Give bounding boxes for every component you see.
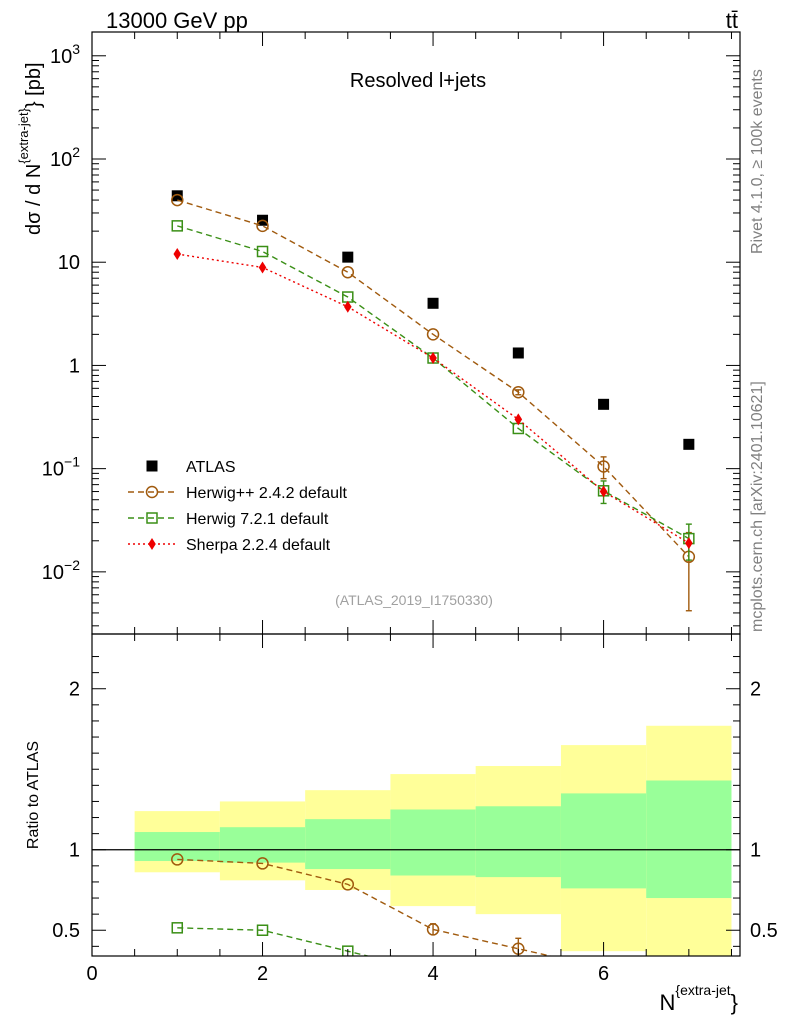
legend-label: Herwig++ 2.4.2 default bbox=[186, 485, 348, 502]
legend: ATLAS Herwig++ 2.4.2 default Herwig 7.2.1 … bbox=[128, 459, 348, 554]
data-point bbox=[597, 460, 610, 473]
ratio-series-herwig-2-4-2-default bbox=[171, 853, 553, 956]
ratio-y-tick-label-right: 2 bbox=[750, 679, 761, 701]
data-point bbox=[512, 347, 524, 359]
ratio-x-tick-label: 4 bbox=[427, 963, 438, 985]
ratio-y-tick-label: 0.5 bbox=[52, 920, 80, 942]
x-axis-label: N{extra-jet} bbox=[660, 982, 739, 1015]
data-point bbox=[342, 251, 354, 263]
legend-entry: Sherpa 2.2.4 default bbox=[128, 537, 331, 554]
energy-label: 13000 GeV pp bbox=[106, 8, 248, 33]
ratio-point bbox=[256, 857, 269, 870]
ratio-point bbox=[342, 945, 354, 956]
data-point bbox=[258, 261, 267, 274]
legend-marker bbox=[146, 460, 158, 472]
data-point bbox=[256, 245, 269, 258]
data-point bbox=[426, 328, 440, 341]
data-point bbox=[343, 300, 352, 313]
band-inner bbox=[219, 827, 306, 863]
main-y-tick-label: 10−2 bbox=[42, 557, 80, 584]
ratio-x-tick-label: 2 bbox=[257, 963, 268, 985]
ratio-series-herwig-7-2-1-default bbox=[171, 922, 371, 956]
data-point bbox=[171, 220, 184, 232]
legend-label: ATLAS bbox=[186, 459, 236, 476]
main-y-axis-label: dσ / d N{extra-jet}} [pb] bbox=[16, 62, 45, 235]
ratio-x-tick-label: 6 bbox=[598, 963, 609, 985]
series-sherpa-2-2-4-default bbox=[173, 248, 693, 550]
data-point bbox=[171, 193, 184, 207]
legend-entry: Herwig++ 2.4.2 default bbox=[128, 485, 348, 502]
main-y-tick-label: 102 bbox=[50, 144, 80, 171]
data-point bbox=[512, 385, 525, 399]
ratio-point bbox=[256, 924, 269, 936]
band-inner bbox=[646, 780, 732, 899]
data-point bbox=[429, 352, 437, 365]
data-point bbox=[685, 537, 693, 550]
svg-text:dσ / d N{extra-jet}} [pb]: dσ / d N{extra-jet}} [pb] bbox=[16, 62, 45, 235]
ratio-y-tick-label: 2 bbox=[69, 679, 80, 701]
ratio-point bbox=[426, 923, 440, 936]
main-plot-area bbox=[171, 190, 696, 612]
ratio-y-axis-label: Ratio to ATLAS bbox=[25, 741, 42, 849]
main-axes: 10−2 10−1 1 10 102 103 bbox=[42, 32, 740, 634]
legend-marker bbox=[146, 512, 158, 524]
data-point bbox=[599, 485, 608, 498]
mcplots-label: mcplots.cern.ch [arXiv:2401.10621] bbox=[749, 381, 766, 632]
rivet-label: Rivet 4.1.0, ≥ 100k events bbox=[749, 69, 766, 254]
band-inner bbox=[390, 809, 476, 876]
ratio-frame bbox=[91, 633, 741, 957]
uncertainty-bands bbox=[134, 725, 732, 956]
ratio-point bbox=[171, 922, 184, 934]
legend-marker bbox=[148, 538, 156, 550]
process-label: tt̄ bbox=[726, 8, 738, 33]
chart-title: Resolved l+jets bbox=[350, 70, 486, 92]
ratio-point bbox=[341, 878, 355, 891]
ratio-line bbox=[177, 927, 371, 956]
legend-label: Sherpa 2.2.4 default bbox=[186, 537, 331, 554]
ratio-axes: 0 2 4 6 0.5 0.5 1 1 2 2 bbox=[52, 634, 778, 985]
band-inner bbox=[134, 832, 220, 862]
ratio-plot-area bbox=[92, 725, 740, 956]
series-atlas bbox=[171, 190, 695, 450]
main-y-tick-label: 103 bbox=[50, 41, 80, 68]
data-point bbox=[341, 265, 355, 279]
ratio-y-tick-label-right: 1 bbox=[750, 840, 761, 862]
data-point bbox=[514, 413, 523, 426]
data-point bbox=[256, 219, 269, 233]
ratio-point bbox=[171, 853, 184, 866]
main-y-tick-label: 1 bbox=[69, 355, 80, 377]
ratio-y-tick-label: 1 bbox=[69, 840, 80, 862]
series-herwig-7-2-1-default bbox=[171, 220, 695, 561]
svg-text:N{extra-jet}: N{extra-jet} bbox=[660, 982, 739, 1015]
band-inner bbox=[560, 793, 647, 889]
data-point bbox=[171, 190, 183, 202]
legend-entry: ATLAS bbox=[146, 459, 236, 476]
band-inner bbox=[475, 806, 561, 878]
legend-marker bbox=[145, 485, 159, 499]
analysis-id: (ATLAS_2019_I1750330) bbox=[335, 592, 493, 608]
legend-label: Herwig 7.2.1 default bbox=[186, 511, 329, 528]
band-inner bbox=[305, 819, 391, 870]
main-y-tick-label: 10−1 bbox=[42, 454, 80, 481]
main-y-tick-label: 10 bbox=[58, 252, 80, 274]
series-line bbox=[177, 199, 690, 558]
data-point bbox=[683, 438, 695, 450]
data-point bbox=[598, 398, 610, 410]
ratio-y-tick-label-right: 0.5 bbox=[750, 920, 778, 942]
data-point bbox=[427, 297, 439, 309]
legend-entry: Herwig 7.2.1 default bbox=[128, 511, 329, 528]
ratio-x-tick-label: 0 bbox=[86, 963, 97, 985]
data-point bbox=[173, 248, 182, 261]
